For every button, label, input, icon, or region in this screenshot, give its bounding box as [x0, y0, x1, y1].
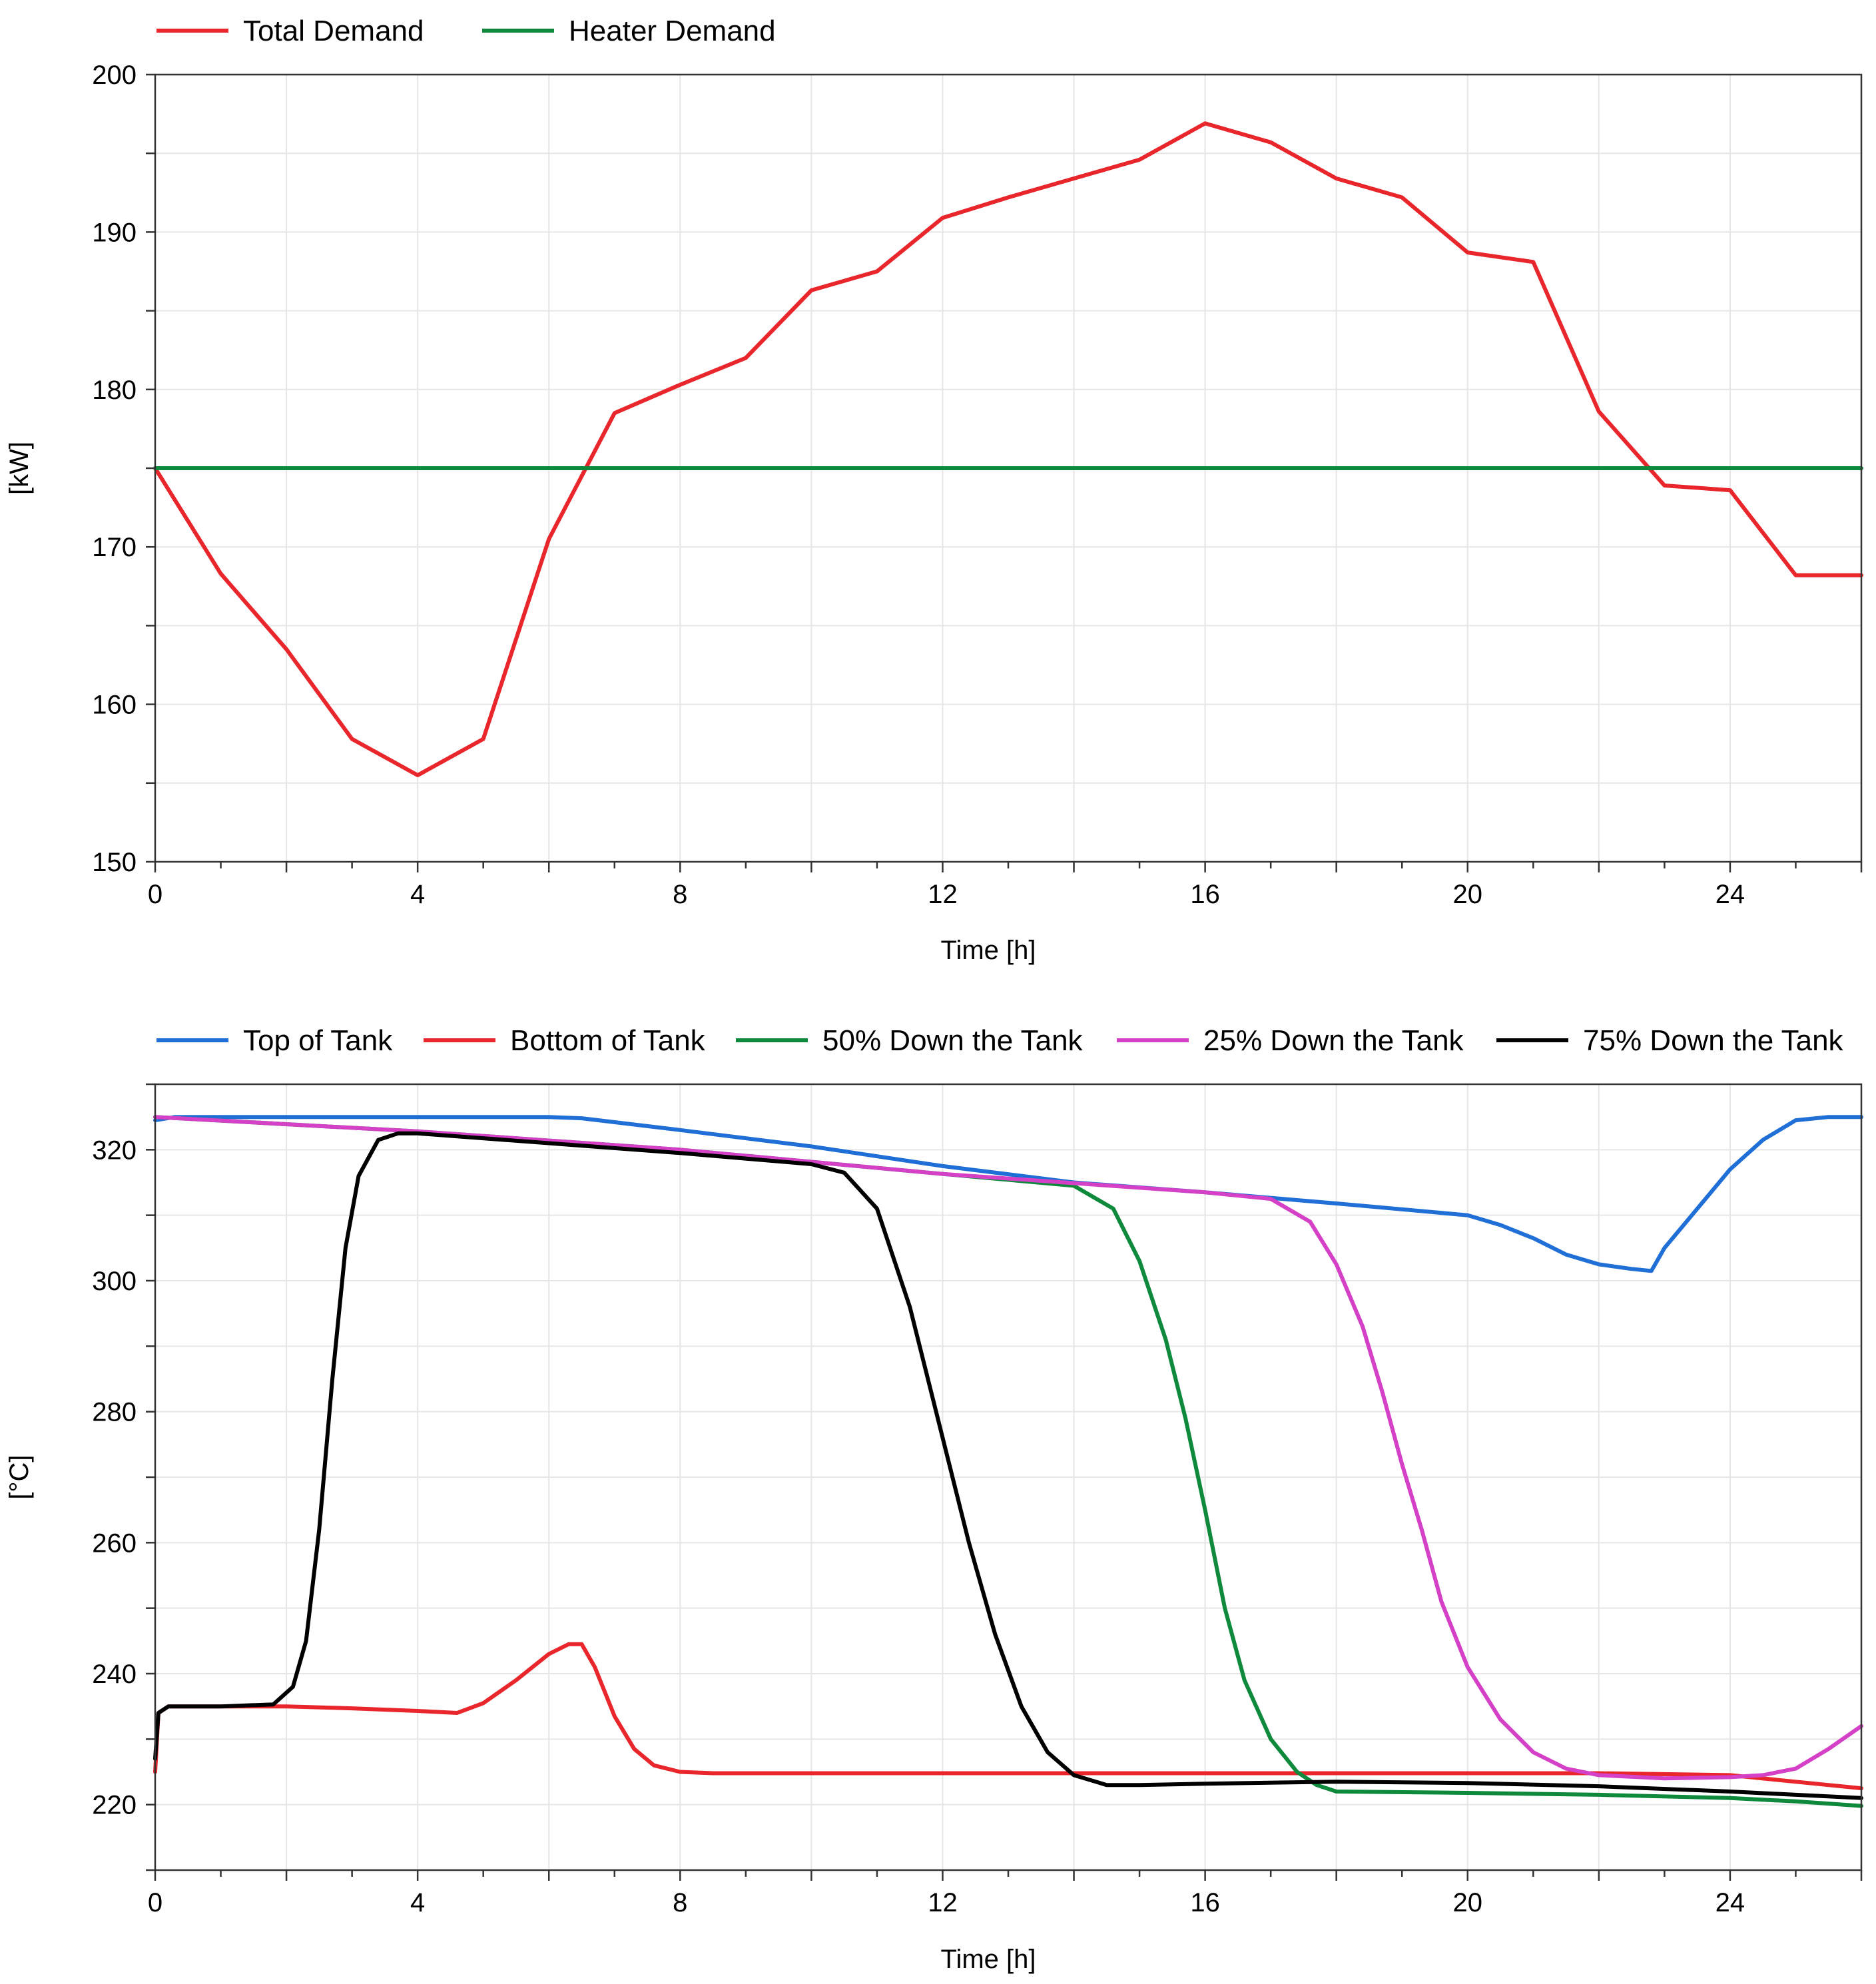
x-axis-label: Time [h]	[941, 936, 1036, 965]
legend-item: Top of Tank	[156, 1024, 393, 1057]
series-line-total-demand	[153, 121, 1863, 777]
y-tick-label: 260	[92, 1528, 137, 1558]
x-tick-label: 24	[1716, 1888, 1745, 1917]
x-tick-label: 16	[1190, 880, 1220, 909]
legend-item: Total Demand	[156, 15, 424, 47]
y-tick-label: 160	[92, 691, 137, 720]
x-tick-label: 4	[410, 1888, 425, 1917]
x-tick-label: 20	[1453, 880, 1483, 909]
x-tick-label: 12	[928, 880, 958, 909]
chart-power-demand: 0 4 8 12 16 20 24 150 160 170 180 190 200 Time [h] [kW…	[5, 15, 1863, 965]
series-line-bottom-of-tank	[153, 1642, 1863, 1791]
y-axis: 150 160 170 180 190 200	[92, 61, 155, 877]
y-tick-label: 300	[92, 1267, 137, 1296]
legend-item: 25% Down the Tank	[1117, 1024, 1464, 1057]
legend-item: Heater Demand	[482, 15, 776, 47]
x-tick-label: 20	[1453, 1888, 1483, 1917]
series-line-75-down-the-tank	[153, 1131, 1863, 1800]
x-axis: 0 4 8 12 16 20 24	[148, 862, 1863, 909]
y-axis: 220 240 260 280 300 320	[92, 1083, 155, 1871]
legend-label: Heater Demand	[569, 15, 776, 47]
y-tick-label: 150	[92, 848, 137, 877]
x-axis-label: Time [h]	[941, 1945, 1036, 1974]
legend: Total Demand Heater Demand	[156, 15, 776, 47]
y-tick-label: 180	[92, 376, 137, 405]
y-axis-label: [°C]	[5, 1455, 34, 1499]
legend-label: Total Demand	[243, 15, 424, 47]
legend-label: Top of Tank	[243, 1024, 393, 1057]
y-tick-label: 200	[92, 61, 137, 90]
legend-label: Bottom of Tank	[510, 1024, 706, 1057]
y-tick-label: 170	[92, 533, 137, 562]
x-tick-label: 12	[928, 1888, 958, 1917]
x-tick-label: 0	[148, 1888, 162, 1917]
legend-item: Bottom of Tank	[424, 1024, 706, 1057]
legend-item: 50% Down the Tank	[736, 1024, 1084, 1057]
legend-label: 25% Down the Tank	[1203, 1024, 1464, 1057]
legend-item: 75% Down the Tank	[1496, 1024, 1844, 1057]
x-tick-label: 16	[1190, 1888, 1220, 1917]
x-tick-label: 8	[673, 880, 687, 909]
legend-label: 50% Down the Tank	[822, 1024, 1084, 1057]
series-line-25-down-the-tank	[153, 1115, 1863, 1781]
x-tick-label: 0	[148, 880, 162, 909]
y-tick-label: 240	[92, 1660, 137, 1689]
grid	[155, 1084, 1861, 1870]
chart-tank-temperature: 0 4 8 12 16 20 24 220 240 260 280 300 320 Time [h] [°C…	[5, 1024, 1863, 1974]
legend: Top of Tank Bottom of Tank 50% Down the Ta…	[156, 1024, 1844, 1057]
x-tick-label: 24	[1716, 880, 1745, 909]
x-tick-label: 8	[673, 1888, 687, 1917]
series-line-top-of-tank	[153, 1115, 1863, 1273]
x-tick-label: 4	[410, 880, 425, 909]
y-tick-label: 190	[92, 218, 137, 247]
x-axis: 0 4 8 12 16 20 24	[148, 1870, 1863, 1917]
y-tick-label: 320	[92, 1136, 137, 1165]
legend-label: 75% Down the Tank	[1583, 1024, 1844, 1057]
y-tick-label: 220	[92, 1791, 137, 1820]
y-axis-label: [kW]	[5, 442, 34, 495]
y-tick-label: 280	[92, 1398, 137, 1427]
